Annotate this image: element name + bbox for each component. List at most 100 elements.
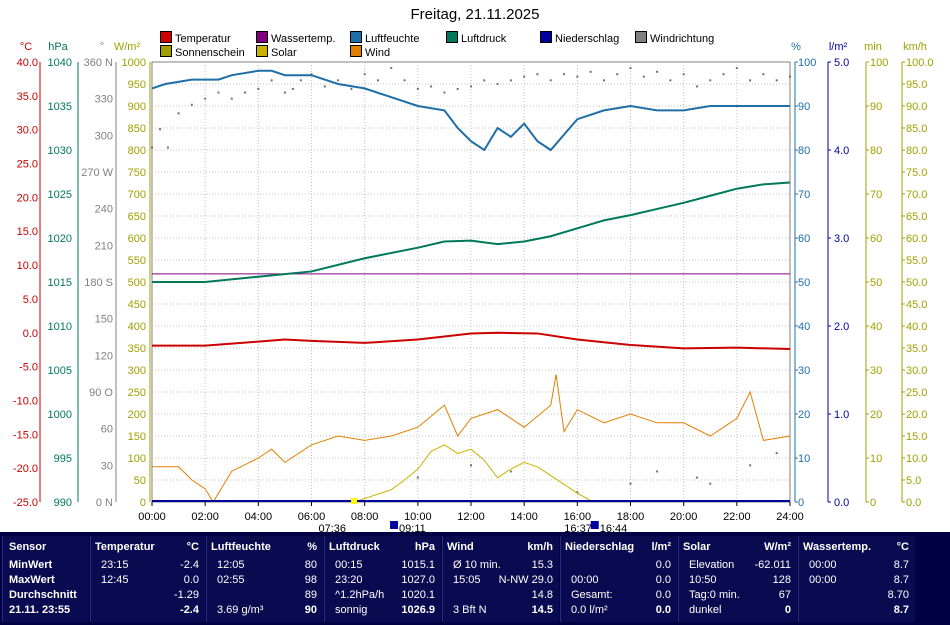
winddirection-point <box>190 103 193 106</box>
winddirection-point <box>456 87 459 90</box>
panel-cell-label: 10:50 <box>689 574 717 586</box>
axis-tick-humidity: 90 <box>798 101 810 113</box>
axis-tick-wind: 75.0 <box>906 167 927 179</box>
legend-item-wassertemp: Wassertemp. <box>256 31 335 45</box>
axis-tick-rain: 0.0 <box>834 497 849 509</box>
legend-label: Windrichtung <box>650 33 715 45</box>
winddirection-point <box>291 87 294 90</box>
winddirection-point <box>669 79 672 82</box>
winddirection-point <box>483 79 486 82</box>
winddirection-point <box>443 91 446 94</box>
legend-label: Luftdruck <box>461 33 507 45</box>
panel-cell-value: 14.8 <box>531 589 553 601</box>
winddirection-point <box>656 470 659 473</box>
sunshine-end-time: 16:44 <box>600 523 628 532</box>
axis-tick-temp: 20.0 <box>17 192 38 204</box>
axis-tick-humidity: 10 <box>798 453 810 465</box>
panel-cell-label: 0.0 l/m² <box>571 604 608 616</box>
winddirection-point <box>470 85 472 88</box>
panel-cell-value: 0.0 <box>655 589 671 601</box>
axis-tick-pressure: 1030 <box>48 145 72 157</box>
winddirection-point <box>616 73 619 76</box>
axis-tick-temp: 35.0 <box>17 91 38 103</box>
legend-label: Solar <box>271 47 297 59</box>
legend-swatch <box>256 31 268 43</box>
x-tick-label: 08:00 <box>351 511 379 523</box>
winddirection-point <box>589 70 592 73</box>
legend-swatch <box>446 31 458 43</box>
winddirection-point <box>204 97 207 100</box>
winddirection-point <box>363 73 366 76</box>
axis-tick-temp: -10.0 <box>13 395 38 407</box>
axis-tick-solar: 150 <box>128 431 146 443</box>
axis-tick-solar: 450 <box>128 299 146 311</box>
winddirection-point <box>376 79 379 82</box>
x-tick-label: 18:00 <box>617 511 645 523</box>
axis-tick-solar: 100 <box>128 453 146 465</box>
winddirection-point <box>722 73 725 76</box>
panel-cell-value: 1026.9 <box>401 604 435 616</box>
axis-tick-temp: 40.0 <box>17 57 38 69</box>
axis-tick-solar: 400 <box>128 321 146 333</box>
series-line-luftdruck <box>152 181 791 283</box>
panel-sensor: Sensor MinWert MaxWert Durchschnitt 21.11. 2… <box>2 536 89 622</box>
panel-cell-value: 0.0 <box>655 604 671 616</box>
legend-item-wind: Wind <box>350 45 390 59</box>
axis-tick-solar: 950 <box>128 79 146 91</box>
legend: Temperatur Wassertemp. Luftfeuchte Luftdruc… <box>160 31 800 59</box>
legend-item-luftdruck: Luftdruck <box>446 31 507 45</box>
series-line-wind <box>152 374 791 503</box>
panel-cell-label: 23:15 <box>101 559 129 571</box>
axis-tick-direction: 270 W <box>81 167 113 179</box>
axis-tick-sunmin: 60 <box>870 233 882 245</box>
x-tick-label: 14:00 <box>510 511 538 523</box>
x-tick-label: 02:00 <box>191 511 219 523</box>
panel-unit: l/m² <box>651 541 671 553</box>
panel-cell-label: 12:05 <box>217 559 245 571</box>
winddirection-point <box>270 79 273 82</box>
panel-cell-label: 00:15 <box>335 559 363 571</box>
axis-tick-temp: -5.0 <box>19 362 38 374</box>
x-tick-label: 10:00 <box>404 511 432 523</box>
axis-tick-pressure: 1005 <box>48 365 72 377</box>
winddirection-point <box>709 482 712 485</box>
winddirection-point <box>549 79 552 82</box>
axis-tick-pressure: 1010 <box>48 321 72 333</box>
x-tick-label: 06:00 <box>298 511 326 523</box>
axis-tick-humidity: 100 <box>798 57 816 69</box>
panel-cell-value: -2.4 <box>180 559 199 571</box>
axis-tick-direction: 60 <box>101 424 113 436</box>
axis-tick-solar: 700 <box>128 189 146 201</box>
axis-tick-temp: 10.0 <box>17 260 38 272</box>
axis-tick-temp: 30.0 <box>17 125 38 137</box>
panel-row-label: MaxWert <box>9 574 55 586</box>
winddirection-point <box>602 79 605 82</box>
legend-swatch <box>160 31 172 43</box>
panel-wind: Wind km/h Ø 10 min. 15.3 15:05 N-NW 29.0 14.8 3… <box>442 536 559 622</box>
axis-tick-humidity: 80 <box>798 145 810 157</box>
winddirection-point <box>323 85 326 88</box>
legend-label: Sonnenschein <box>175 47 245 59</box>
axis-tick-solar: 900 <box>128 101 146 113</box>
axis-tick-wind: 70.0 <box>906 189 927 201</box>
axis-tick-wind: 10.0 <box>906 453 927 465</box>
axis-tick-temp: 5.0 <box>23 294 38 306</box>
panel-unit: °C <box>896 541 909 553</box>
panel-cell-value: -2.4 <box>180 604 199 616</box>
winddirection-point <box>523 75 526 78</box>
winddirection-point <box>509 470 512 473</box>
legend-item-temperatur: Temperatur <box>160 31 231 45</box>
axis-tick-pressure: 1000 <box>48 409 72 421</box>
winddirection-point <box>749 464 752 467</box>
panel-cell-value: 0 <box>784 604 791 616</box>
axis-tick-temp: -15.0 <box>13 429 38 441</box>
axis-tick-humidity: 40 <box>798 321 810 333</box>
winddirection-point <box>158 128 161 131</box>
panel-header: Sensor <box>9 541 47 553</box>
sunshine-end-icon <box>590 521 599 529</box>
axis-tick-wind: 45.0 <box>906 299 927 311</box>
axis-tick-wind: 40.0 <box>906 321 927 333</box>
panel-cell-label: Elevation <box>689 559 735 571</box>
winddirection-point <box>509 79 512 82</box>
axis-tick-wind: 65.0 <box>906 211 927 223</box>
